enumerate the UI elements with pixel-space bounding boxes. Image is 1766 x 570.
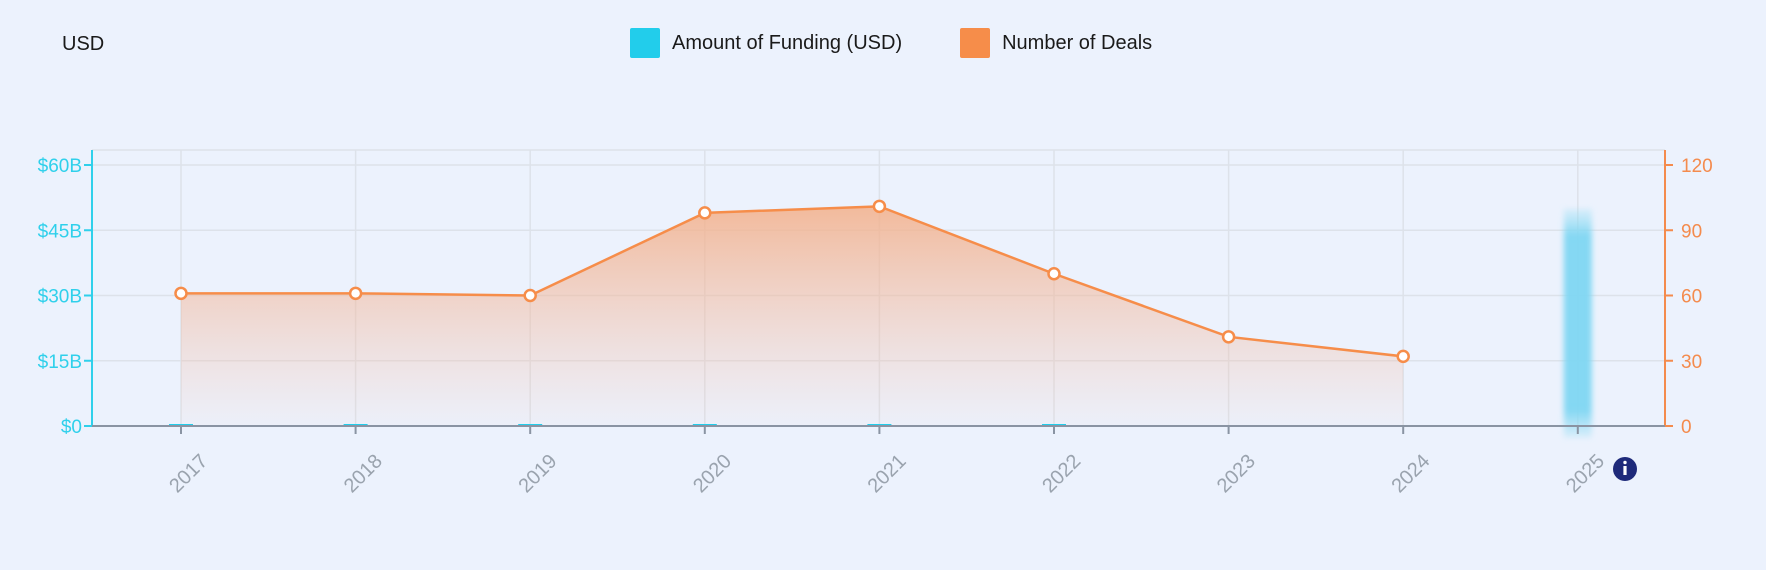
x-tick-label: 2020 — [689, 450, 736, 497]
deals-area-fill — [181, 206, 1404, 426]
x-tick-label: 2021 — [864, 450, 911, 497]
x-tick-label: 2019 — [514, 450, 561, 497]
deals-point[interactable] — [872, 199, 887, 214]
x-tick-label: 2024 — [1387, 450, 1434, 497]
right-tick-label: 30 — [1681, 352, 1702, 373]
deals-line-path — [181, 205, 1404, 358]
x-tick-label: 2017 — [165, 450, 212, 497]
legend-label-deals: Number of Deals — [1002, 31, 1153, 54]
deals-point[interactable] — [1221, 330, 1236, 344]
x-tick-label: 2022 — [1038, 450, 1085, 497]
left-tick-label: $15B — [38, 352, 82, 373]
left-tick-label: $0 — [61, 417, 82, 438]
right-tick-label: 120 — [1681, 156, 1713, 177]
deals-point[interactable] — [348, 286, 363, 301]
axes — [84, 150, 1673, 434]
currency-label: USD — [62, 33, 105, 55]
right-tick-label: 90 — [1681, 221, 1702, 242]
info-icon-dot — [1623, 460, 1627, 465]
legend-label-funding: Amount of Funding (USD) — [672, 31, 903, 54]
legend-swatch-funding — [630, 28, 660, 58]
deals-point[interactable] — [1396, 349, 1410, 364]
deals-point[interactable] — [174, 286, 188, 301]
right-tick-label: 60 — [1681, 287, 1702, 308]
x-tick-label: 2018 — [340, 450, 387, 497]
deals-point[interactable] — [1047, 267, 1061, 281]
chart-legend: Amount of Funding (USD) Number of Deals — [630, 28, 1210, 58]
deals-line — [174, 199, 1410, 364]
deals-point[interactable] — [523, 288, 537, 303]
legend-item-deals[interactable]: Number of Deals — [960, 28, 1152, 58]
info-icon-stem — [1623, 466, 1627, 475]
left-tick-label: $45B — [38, 221, 82, 242]
legend-item-funding[interactable]: Amount of Funding (USD) — [630, 28, 902, 58]
x-tick-label: 2023 — [1213, 450, 1260, 497]
x-tick-label: 2025 — [1562, 450, 1609, 497]
info-icon[interactable] — [1613, 457, 1637, 481]
funding-bar[interactable] — [1563, 208, 1592, 439]
left-tick-label: $60B — [38, 156, 82, 177]
deals-area — [181, 206, 1404, 426]
legend-swatch-deals — [960, 28, 991, 58]
right-tick-label: 0 — [1681, 417, 1692, 438]
left-tick-label: $30B — [38, 287, 82, 308]
deals-point[interactable] — [698, 206, 712, 220]
